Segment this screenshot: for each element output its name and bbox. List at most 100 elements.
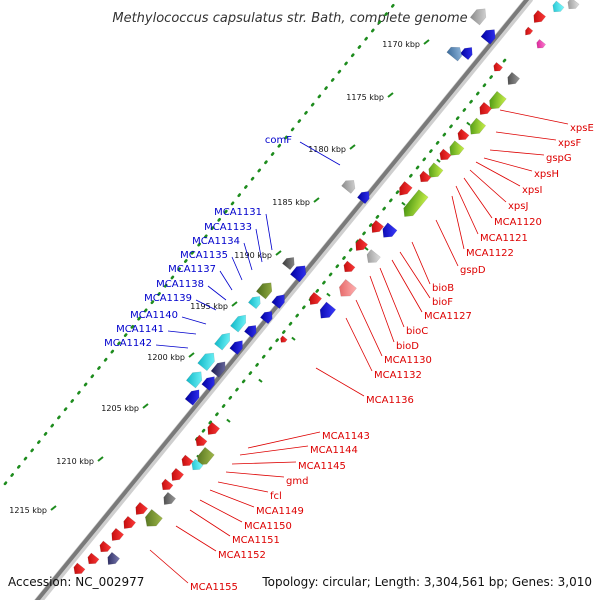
reverse-leader-line xyxy=(149,549,189,584)
kbp-tick-label: 1200 kbp xyxy=(147,353,185,362)
forward-gene-label[interactable]: MCA1134 xyxy=(192,236,240,247)
minor-tick xyxy=(364,246,369,251)
reverse-gene-label[interactable]: MCA1150 xyxy=(244,521,292,532)
gene-arrow xyxy=(214,332,231,351)
reverse-gene-label[interactable]: xpsE xyxy=(570,123,594,134)
reverse-gene-label[interactable]: bioC xyxy=(406,326,428,337)
kbp-tick-mark xyxy=(349,144,356,150)
reverse-gene-label[interactable]: MCA1152 xyxy=(218,550,266,561)
gene-arrow xyxy=(446,46,463,62)
reverse-gene-label[interactable]: MCA1149 xyxy=(256,506,304,517)
gene-arrow xyxy=(161,478,174,491)
forward-gene-label[interactable]: MCA1141 xyxy=(116,324,164,335)
gene-arrow-shape xyxy=(371,219,385,233)
gene-arrow xyxy=(507,71,521,85)
kbp-tick-label: 1190 kbp xyxy=(234,251,272,260)
gene-arrow xyxy=(197,446,215,466)
forward-leader-line xyxy=(155,344,189,349)
reverse-gene-label[interactable]: MCA1145 xyxy=(298,461,346,472)
gene-arrow-shape xyxy=(185,371,203,389)
gene-arrow-shape xyxy=(446,46,463,62)
gene-arrow xyxy=(195,434,208,447)
reverse-gene-label[interactable]: gmd xyxy=(286,476,308,487)
gene-arrow xyxy=(99,540,112,553)
gene-arrow xyxy=(229,340,243,355)
reverse-gene-label[interactable]: MCA1151 xyxy=(232,535,280,546)
forward-gene-label[interactable]: MCA1137 xyxy=(168,264,216,275)
reverse-gene-label[interactable]: bioD xyxy=(396,341,419,352)
reverse-leader-line xyxy=(231,461,297,465)
gene-arrow xyxy=(184,389,200,406)
forward-gene-label[interactable]: MCA1135 xyxy=(180,250,228,261)
reverse-leader-line xyxy=(355,299,383,357)
reverse-gene-label[interactable]: fcl xyxy=(270,491,282,502)
forward-gene-label[interactable]: MCA1133 xyxy=(204,222,252,233)
gene-arrow xyxy=(181,454,194,467)
forward-gene-label[interactable]: MCA1140 xyxy=(130,310,178,321)
forward-leader-line xyxy=(265,213,273,251)
minor-tick xyxy=(436,158,441,163)
reverse-gene-label[interactable]: bioB xyxy=(432,283,454,294)
reverse-leader-line xyxy=(345,317,373,372)
reverse-gene-label[interactable]: MCA1143 xyxy=(322,431,370,442)
gene-arrow-shape xyxy=(479,101,493,115)
reverse-gene-label[interactable]: xpsI xyxy=(522,185,542,196)
reverse-gene-label[interactable]: MCA1130 xyxy=(384,355,432,366)
gene-arrow-shape xyxy=(428,162,444,178)
gene-arrow xyxy=(247,296,261,310)
forward-gene-label[interactable]: MCA1142 xyxy=(104,338,152,349)
reverse-gene-label[interactable]: xpsH xyxy=(534,169,559,180)
reverse-gene-label[interactable]: MCA1136 xyxy=(366,395,414,406)
reverse-gene-label[interactable]: MCA1121 xyxy=(480,233,528,244)
gene-arrow-shape xyxy=(493,62,503,72)
gene-arrow-shape xyxy=(145,509,163,527)
kbp-tick-label: 1170 kbp xyxy=(382,40,420,49)
gene-arrow-shape xyxy=(507,71,521,85)
gene-arrow xyxy=(479,101,493,115)
gene-arrow xyxy=(255,282,273,300)
gene-arrow xyxy=(145,509,163,527)
forward-gene-label[interactable]: comF xyxy=(265,135,292,146)
gene-arrow-shape xyxy=(289,265,307,283)
reverse-leader-line xyxy=(199,499,243,523)
kbp-tick-mark xyxy=(188,352,195,358)
kbp-tick-label: 1210 kbp xyxy=(56,457,94,466)
kbp-tick-mark xyxy=(97,456,104,462)
genome-summary-text: Topology: circular; Length: 3,304,561 bp… xyxy=(261,575,592,589)
forward-gene-label[interactable]: MCA1139 xyxy=(144,293,192,304)
gene-arrow-shape xyxy=(536,39,546,49)
reverse-gene-label[interactable]: gspD xyxy=(460,265,486,276)
reverse-gene-label[interactable]: MCA1120 xyxy=(494,217,542,228)
reverse-gene-label[interactable]: bioF xyxy=(432,297,453,308)
reverse-gene-label[interactable]: xpsF xyxy=(558,138,581,149)
reverse-leader-line xyxy=(411,241,431,285)
gene-arrow xyxy=(339,279,357,297)
gene-arrow-shape xyxy=(259,311,273,325)
reverse-gene-label[interactable]: gspG xyxy=(546,153,572,164)
reverse-gene-label[interactable]: xpsJ xyxy=(508,201,528,212)
reverse-gene-label[interactable]: MCA1155 xyxy=(190,582,238,593)
gene-arrow-shape xyxy=(255,282,273,300)
reverse-leader-line xyxy=(247,431,321,449)
gene-arrow-shape xyxy=(525,26,534,36)
gene-arrow-shape xyxy=(280,335,288,343)
gene-arrow-shape xyxy=(197,352,215,372)
reverse-gene-label[interactable]: MCA1122 xyxy=(466,248,514,259)
forward-leader-line xyxy=(167,330,197,335)
kbp-tick-mark xyxy=(142,403,149,409)
reverse-leader-line xyxy=(399,251,431,299)
reverse-leader-line xyxy=(451,195,465,250)
forward-gene-label[interactable]: MCA1131 xyxy=(214,207,262,218)
reverse-leader-line xyxy=(475,161,521,187)
gene-arrow-shape xyxy=(489,90,507,110)
forward-gene-label[interactable]: MCA1138 xyxy=(156,279,204,290)
reverse-gene-label[interactable]: MCA1127 xyxy=(424,311,472,322)
reverse-gene-label[interactable]: MCA1144 xyxy=(310,445,358,456)
kbp-tick-mark xyxy=(387,92,394,98)
gene-arrow-shape xyxy=(341,180,356,194)
forward-leader-line xyxy=(243,242,253,271)
reverse-gene-label[interactable]: MCA1132 xyxy=(374,370,422,381)
kbp-tick-label: 1215 kbp xyxy=(9,506,47,515)
gene-arrow xyxy=(289,265,307,283)
gene-arrow xyxy=(419,170,432,183)
